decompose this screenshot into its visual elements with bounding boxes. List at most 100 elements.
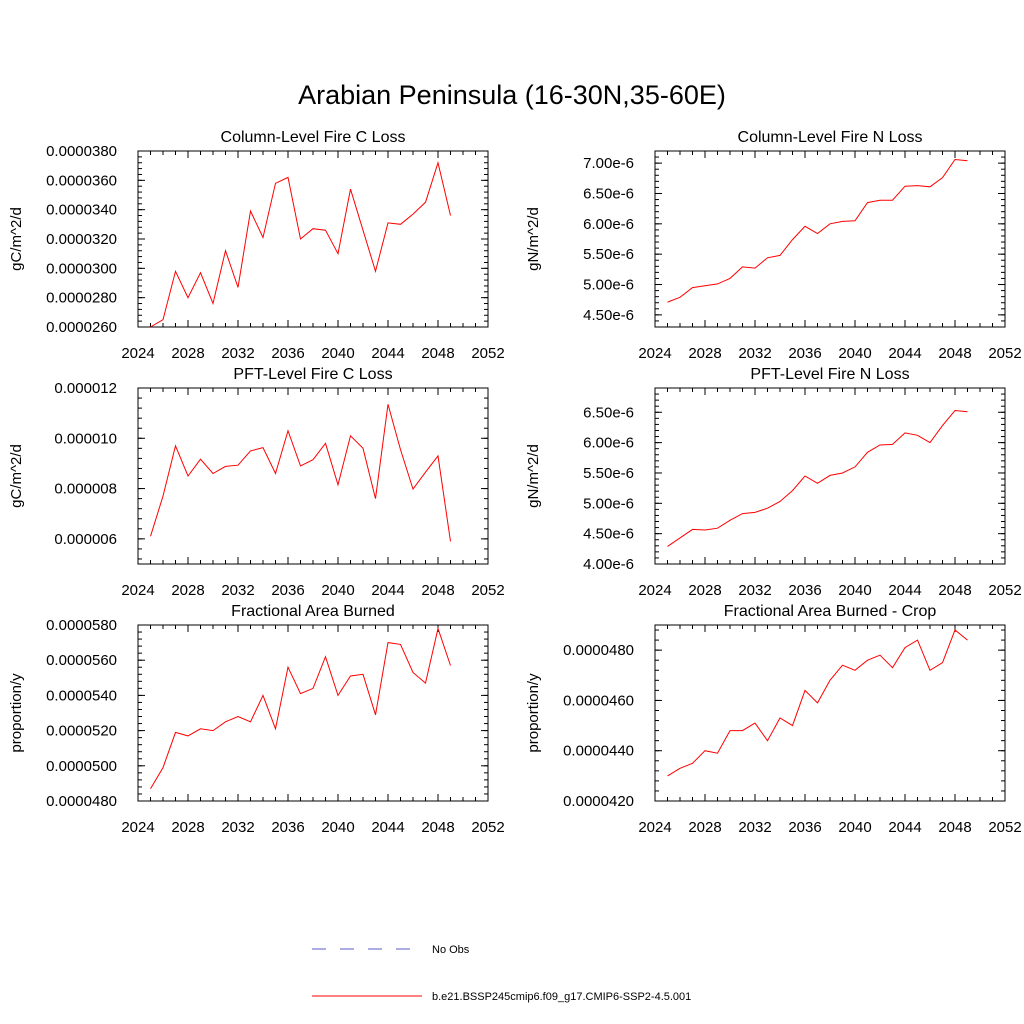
x-tick-label: 2024 [638,582,671,599]
y-tick-label: 0.0000300 [46,260,117,277]
y-axis-label: gC/m^2/d [8,444,25,508]
x-tick-label: 2028 [171,582,204,599]
chart-panel-1: 2024 2028 2032 2036 2040 2044 2048 2052 0.000026… [8,129,505,362]
x-tick-label: 2044 [888,819,921,836]
x-tick-label: 2040 [321,819,354,836]
x-tick-label: 2028 [688,582,721,599]
legend-label-model: b.e21.BSSP245cmip6.f09_g17.CMIP6-SSP2-4.… [432,991,691,1003]
y-tick-label: 0.0000340 [46,202,117,219]
y-tick-label: 0.0000320 [46,231,117,248]
x-tick-label: 2044 [371,345,404,362]
y-tick-label: 0.0000520 [46,723,117,740]
x-tick-label: 2036 [271,345,304,362]
y-tick-label: 0.0000360 [46,172,117,189]
y-tick-label: 0.0000280 [46,290,117,307]
y-tick-label: 6.00e-6 [583,216,634,233]
panel-title: PFT-Level Fire N Loss [750,366,909,383]
x-tick-label: 2044 [888,582,921,599]
x-tick-label: 2052 [988,345,1021,362]
x-tick-label: 2040 [321,582,354,599]
x-tick-label: 2048 [938,819,971,836]
series-line-1 [667,409,968,547]
plot-frame [654,387,1006,565]
y-tick-label: 6.00e-6 [583,435,634,452]
y-tick-label: 4.00e-6 [583,556,634,573]
plot-frame [137,150,489,328]
series-line-1 [667,158,968,303]
x-tick-label: 2024 [121,582,154,599]
plot-frame [137,624,489,802]
x-tick-label: 2024 [638,819,671,836]
y-tick-label: 0.0000480 [563,642,634,659]
y-axis-label: gN/m^2/d [525,207,542,271]
series-line-1 [150,404,451,542]
x-tick-label: 2032 [738,345,771,362]
x-tick-label: 2048 [421,582,454,599]
series-line-1 [150,626,451,789]
y-tick-label: 7.00e-6 [583,155,634,172]
x-tick-label: 2052 [471,819,504,836]
series-line-1 [150,160,451,328]
x-tick-label: 2024 [121,345,154,362]
plot-frame [654,624,1006,802]
y-tick-label: 0.0000500 [46,758,117,775]
x-tick-label: 2048 [938,582,971,599]
chart-panel-2: 2024 2028 2032 2036 2040 2044 2048 2052 4.50e-6 5… [525,129,1022,362]
x-tick-label: 2052 [988,582,1021,599]
y-tick-label: 5.50e-6 [583,246,634,263]
x-tick-label: 2048 [938,345,971,362]
y-tick-label: 0.000012 [54,380,117,397]
x-tick-label: 2052 [471,345,504,362]
x-tick-label: 2040 [321,345,354,362]
y-axis-label: gC/m^2/d [8,207,25,271]
panel-title: PFT-Level Fire C Loss [233,366,392,383]
panel-title: Fractional Area Burned - Crop [724,603,937,620]
x-tick-label: 2028 [171,345,204,362]
y-tick-label: 0.0000380 [46,143,117,160]
x-tick-label: 2044 [888,345,921,362]
x-tick-label: 2032 [221,345,254,362]
y-tick-label: 0.000006 [54,531,117,548]
y-tick-label: 5.50e-6 [583,465,634,482]
y-tick-label: 0.0000540 [46,687,117,704]
legend: No Obs b.e21.BSSP245cmip6.f09_g17.CMIP6-… [312,944,691,1003]
y-axis-label: gN/m^2/d [525,444,542,508]
x-tick-label: 2052 [471,582,504,599]
y-tick-label: 0.0000420 [563,793,634,810]
y-tick-label: 6.50e-6 [583,404,634,421]
panel-title: Fractional Area Burned [231,603,395,620]
y-tick-label: 0.0000460 [563,692,634,709]
x-tick-label: 2040 [838,345,871,362]
x-tick-label: 2024 [121,819,154,836]
x-tick-label: 2032 [738,819,771,836]
x-tick-label: 2044 [371,819,404,836]
y-tick-label: 0.0000580 [46,617,117,634]
y-tick-label: 0.000010 [54,430,117,447]
y-axis-label: proportion/y [8,673,25,753]
y-tick-label: 0.0000440 [563,743,634,760]
x-tick-label: 2040 [838,819,871,836]
y-tick-label: 6.50e-6 [583,185,634,202]
x-tick-label: 2032 [738,582,771,599]
plot-frame [654,150,1006,328]
y-tick-label: 4.50e-6 [583,307,634,324]
y-tick-label: 0.0000560 [46,652,117,669]
x-tick-label: 2040 [838,582,871,599]
x-tick-label: 2048 [421,819,454,836]
x-tick-label: 2032 [221,582,254,599]
chart-panel-4: 2024 2028 2032 2036 2040 2044 2048 2052 4.00e-6 4… [525,366,1022,599]
x-tick-label: 2036 [271,819,304,836]
x-tick-label: 2036 [788,582,821,599]
x-tick-label: 2036 [271,582,304,599]
chart-panel-5: 2024 2028 2032 2036 2040 2044 2048 2052 0.000048… [8,603,505,836]
x-tick-label: 2028 [171,819,204,836]
series-line-1 [667,629,968,777]
x-tick-label: 2032 [221,819,254,836]
panel-title: Column-Level Fire N Loss [738,129,923,146]
panel-title: Column-Level Fire C Loss [221,129,406,146]
x-tick-label: 2044 [371,582,404,599]
page-title: Arabian Peninsula (16-30N,35-60E) [298,80,726,110]
x-tick-label: 2036 [788,345,821,362]
y-tick-label: 0.000008 [54,481,117,498]
